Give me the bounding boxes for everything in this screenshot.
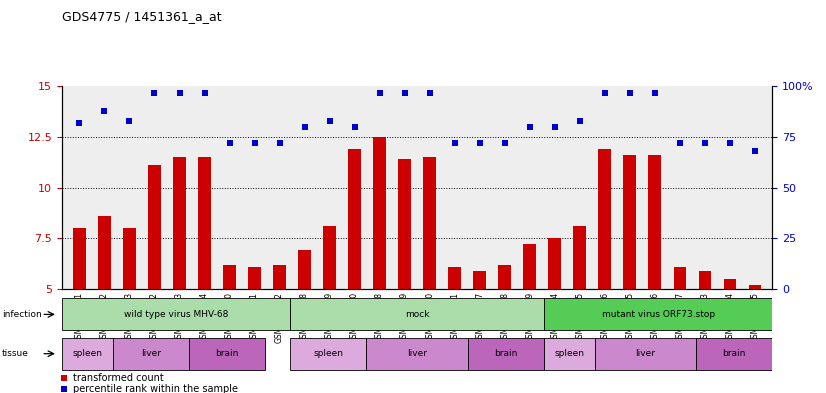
Point — [248, 140, 261, 146]
Point — [698, 140, 711, 146]
Bar — [748, 285, 761, 289]
Text: brain: brain — [494, 349, 518, 358]
Bar — [290, 338, 367, 369]
Bar — [273, 264, 286, 289]
Point — [73, 120, 86, 126]
Bar — [367, 338, 468, 369]
Point — [298, 124, 311, 130]
Bar — [112, 338, 189, 369]
Bar — [223, 264, 235, 289]
Point — [398, 89, 411, 95]
Text: spleen: spleen — [73, 349, 102, 358]
Point — [548, 124, 562, 130]
Point — [498, 140, 511, 146]
Text: brain: brain — [215, 349, 239, 358]
Bar — [424, 157, 436, 289]
Bar — [724, 279, 736, 289]
Point — [623, 89, 636, 95]
Bar — [74, 228, 86, 289]
Bar — [624, 155, 636, 289]
Point — [323, 118, 336, 124]
Point — [748, 148, 762, 154]
Bar — [599, 149, 611, 289]
Text: percentile rank within the sample: percentile rank within the sample — [74, 384, 239, 393]
Point — [373, 89, 387, 95]
Point — [724, 140, 737, 146]
Bar — [524, 244, 536, 289]
Point — [97, 108, 111, 114]
Point — [648, 89, 662, 95]
Point — [58, 375, 71, 381]
Point — [598, 89, 611, 95]
Bar — [696, 338, 772, 369]
Text: mutant virus ORF73.stop: mutant virus ORF73.stop — [601, 310, 714, 319]
Bar — [398, 159, 411, 289]
Text: liver: liver — [407, 349, 427, 358]
Point — [173, 89, 186, 95]
Bar — [648, 155, 661, 289]
Bar — [290, 299, 544, 330]
Bar — [198, 157, 211, 289]
Bar — [673, 266, 686, 289]
Point — [123, 118, 136, 124]
Bar — [148, 165, 161, 289]
Bar — [468, 338, 544, 369]
Point — [223, 140, 236, 146]
Bar — [98, 216, 111, 289]
Point — [523, 124, 536, 130]
Bar — [62, 299, 290, 330]
Bar — [349, 149, 361, 289]
Bar — [62, 338, 112, 369]
Bar — [373, 137, 386, 289]
Point — [448, 140, 461, 146]
Bar — [498, 264, 511, 289]
Point — [473, 140, 487, 146]
Bar — [544, 299, 772, 330]
Point — [148, 89, 161, 95]
Bar — [249, 266, 261, 289]
Text: infection: infection — [2, 310, 41, 319]
Text: mock: mock — [405, 310, 430, 319]
Bar — [449, 266, 461, 289]
Text: liver: liver — [140, 349, 161, 358]
Bar — [323, 226, 336, 289]
Text: transformed count: transformed count — [74, 373, 164, 383]
Point — [423, 89, 436, 95]
Bar — [473, 271, 486, 289]
Point — [673, 140, 686, 146]
Bar — [298, 250, 311, 289]
Point — [198, 89, 211, 95]
Point — [348, 124, 361, 130]
Text: liver: liver — [635, 349, 656, 358]
Bar — [573, 226, 586, 289]
Bar — [548, 238, 561, 289]
Text: spleen: spleen — [313, 349, 344, 358]
Text: wild type virus MHV-68: wild type virus MHV-68 — [124, 310, 228, 319]
Bar — [189, 338, 265, 369]
Point — [58, 386, 71, 392]
Text: GDS4775 / 1451361_a_at: GDS4775 / 1451361_a_at — [62, 10, 221, 23]
Text: tissue: tissue — [2, 349, 29, 358]
Bar — [544, 338, 595, 369]
Text: brain: brain — [723, 349, 746, 358]
Point — [273, 140, 286, 146]
Bar — [595, 338, 696, 369]
Bar — [699, 271, 711, 289]
Bar — [123, 228, 135, 289]
Point — [573, 118, 586, 124]
Text: spleen: spleen — [554, 349, 584, 358]
Bar — [173, 157, 186, 289]
